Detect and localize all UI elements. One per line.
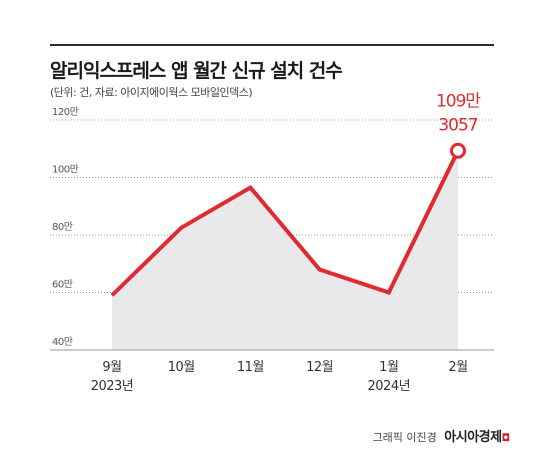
graphic-credit: 그래픽 이진경 — [372, 431, 437, 444]
brand-mark-icon: ◘ — [501, 433, 510, 444]
x-tick-label: 11월 — [237, 360, 264, 375]
x-year-label: 2023년 — [91, 379, 134, 394]
series-line — [110, 149, 460, 297]
x-tick-label: 9월 — [102, 360, 121, 375]
x-tick-label: 2월 — [448, 360, 467, 375]
y-tick-label: 60만 — [52, 279, 73, 291]
highlight-point — [450, 142, 466, 159]
brand-logo: 아시아경제 — [444, 430, 502, 445]
y-tick-label: 100만 — [52, 164, 79, 176]
x-year-label: 2024년 — [368, 379, 411, 394]
data-label-value: 109만 — [436, 92, 481, 112]
y-tick-label: 80만 — [52, 221, 73, 233]
top-rule — [50, 44, 494, 46]
chart-title: 알리익스프레스 앱 월간 신규 설치 건수 — [50, 60, 343, 82]
chart-subtitle: (단위: 건, 자료: 아이지에이웍스 모바일인덱스) — [50, 86, 253, 99]
footer: 그래픽 이진경 아시아경제◘ — [373, 426, 510, 445]
y-tick-label: 40만 — [52, 336, 73, 348]
x-tick-label: 10월 — [168, 360, 195, 375]
data-label-value: 3057 — [438, 116, 477, 136]
x-tick-label: 1월 — [379, 360, 398, 375]
x-tick-label: 12월 — [306, 360, 333, 375]
area-fill — [112, 150, 458, 350]
y-tick-label: 120만 — [52, 106, 79, 118]
